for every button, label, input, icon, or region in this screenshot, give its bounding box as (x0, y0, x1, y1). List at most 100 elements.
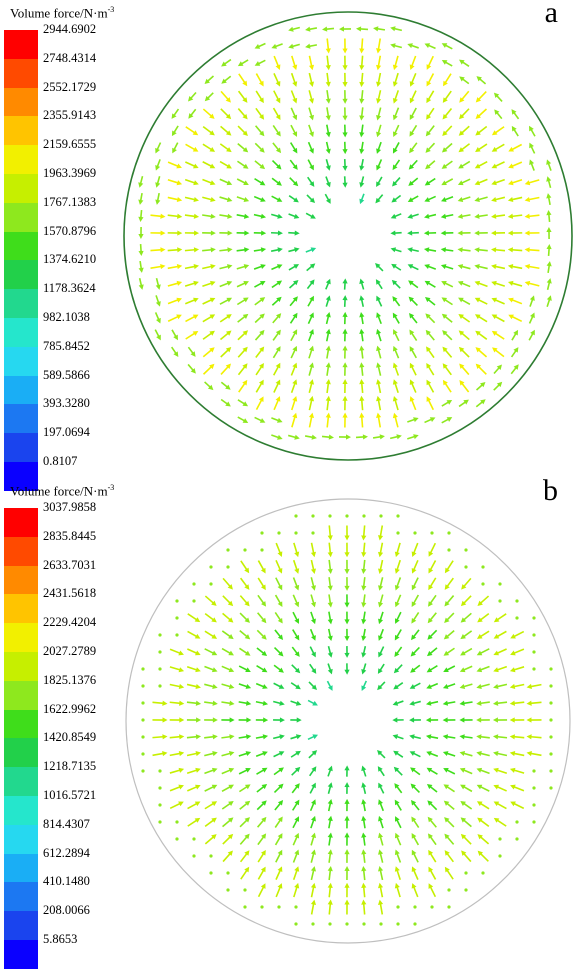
force-arrow-head (424, 214, 429, 219)
force-arrow-head (378, 866, 383, 871)
force-arrow-head (359, 279, 364, 285)
force-arrow-head (376, 65, 381, 70)
colorbar-swatch (4, 911, 38, 940)
force-vector-dot (515, 616, 518, 619)
force-arrow-head (326, 362, 331, 367)
force-arrow-head (263, 717, 268, 722)
force-arrow-head (342, 49, 347, 54)
colorbar-swatch (4, 88, 38, 117)
force-arrow-head (376, 379, 381, 384)
colorbar-tick-label: 0.8107 (43, 454, 77, 469)
force-arrow-head (474, 247, 479, 252)
force-arrow-head (328, 832, 333, 837)
force-arrow-head (459, 734, 464, 739)
force-arrow-head (138, 234, 143, 239)
force-arrow-head (344, 619, 349, 624)
force-arrow-head (328, 602, 333, 607)
force-arrow-head (441, 230, 446, 235)
force-vector-dot (328, 514, 331, 517)
colorbar-tick-label: 2633.7031 (43, 558, 96, 573)
force-arrow-head (326, 98, 331, 103)
force-arrow-head (458, 197, 464, 202)
force-vector-dot (413, 922, 416, 925)
force-arrow-head (138, 200, 143, 205)
force-arrow-head (547, 278, 552, 283)
force-arrow-head (378, 849, 383, 854)
colorbar-tick-label: 5.8653 (43, 932, 77, 947)
colorbar-swatch (4, 232, 38, 261)
force-arrow-head (326, 312, 331, 317)
force-arrow-head (342, 329, 347, 334)
force-arrow-head (426, 701, 431, 706)
force-arrow-head (342, 278, 347, 283)
force-vector-dot (192, 854, 195, 857)
force-arrow-head (359, 329, 364, 334)
force-arrow-head (292, 396, 297, 402)
force-arrow-head (177, 180, 183, 185)
force-arrow-head (359, 82, 364, 87)
force-vector-dot (260, 905, 263, 908)
force-arrow-head (361, 669, 366, 675)
colorbar-tick-label: 1767.1383 (43, 195, 96, 210)
force-arrow-head (344, 603, 349, 608)
force-arrow-head (457, 247, 462, 252)
force-arrow-head (246, 751, 252, 756)
colorbar-tick-label: 982.1038 (43, 310, 90, 325)
force-arrow-head (510, 717, 515, 722)
force-arrow-head (361, 816, 366, 821)
force-vector-dot (532, 650, 535, 653)
force-arrow-head (527, 701, 532, 706)
force-arrow-head (328, 569, 333, 574)
colorbar-swatch (4, 537, 38, 566)
force-vector-dot (158, 684, 161, 687)
force-vector-dot (311, 514, 314, 517)
force-arrow-head (328, 535, 333, 540)
force-arrow-head (177, 197, 182, 202)
force-arrow-head (227, 214, 232, 219)
force-arrow-head (213, 717, 218, 722)
force-vector-dot (532, 616, 535, 619)
force-arrow-head (311, 866, 316, 871)
force-vector-dot (481, 565, 484, 568)
force-vector-dot (243, 548, 246, 551)
force-arrow-head (378, 900, 383, 905)
force-arrow-head (376, 82, 381, 87)
colorbar-tick-label: 2159.6555 (43, 137, 96, 152)
force-arrow-head (263, 734, 268, 739)
force-arrow-head (361, 782, 366, 787)
force-arrow-head (395, 568, 400, 574)
force-arrow-head (344, 849, 349, 854)
force-arrow-head (326, 82, 331, 87)
panel-letter-a: a (545, 0, 558, 30)
force-arrow-head (342, 183, 347, 188)
force-vector-dot (192, 599, 195, 602)
force-arrow-head (194, 247, 199, 252)
force-arrow-head (409, 734, 414, 739)
force-arrow-head (328, 900, 333, 905)
colorbar-a (4, 30, 38, 491)
force-arrow-head (212, 684, 217, 689)
force-arrow-head (390, 230, 395, 235)
force-vector-dot (294, 922, 297, 925)
force-arrow-head (443, 734, 448, 739)
force-arrow-head (361, 602, 366, 607)
force-arrow-head (311, 552, 316, 557)
colorbar-tick-label: 197.0694 (43, 425, 90, 440)
force-arrow-head (328, 636, 333, 641)
force-arrow-head (229, 684, 235, 689)
force-vector-dot (396, 514, 399, 517)
force-vector-dot (532, 820, 535, 823)
force-vector-dot (464, 548, 467, 551)
force-vector-dot (532, 667, 535, 670)
force-arrow-head (476, 684, 481, 689)
colorbar-tick-label: 1016.5721 (43, 788, 96, 803)
force-arrow-head (344, 536, 349, 541)
force-arrow-head (426, 734, 431, 739)
force-arrow-head (395, 883, 400, 889)
force-arrow-head (326, 115, 331, 120)
force-arrow-head (177, 264, 182, 269)
colorbar-swatch (4, 347, 38, 376)
force-arrow-head (476, 734, 481, 739)
force-arrow-head (361, 619, 366, 624)
force-arrow-head (378, 585, 383, 590)
